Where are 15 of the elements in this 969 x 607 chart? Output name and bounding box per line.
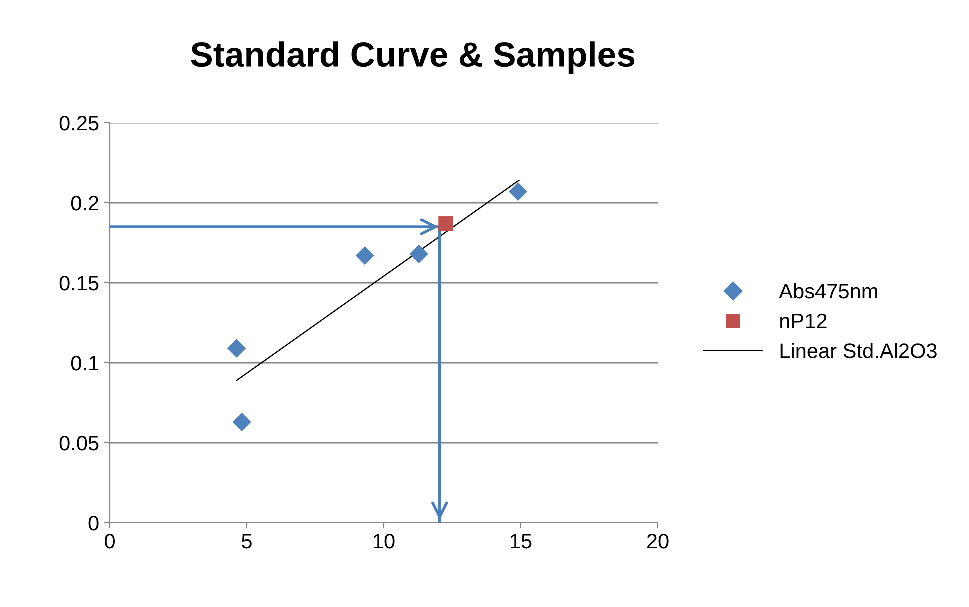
y-tick-label: 0 bbox=[88, 516, 99, 531]
x-tick-label: 10 bbox=[374, 534, 395, 549]
y-tick-label: 0.1 bbox=[71, 356, 99, 371]
y-tick-label: 0.15 bbox=[60, 276, 99, 291]
x-tick-label: 0 bbox=[105, 534, 115, 549]
chart-title: Standard Curve & Samples bbox=[191, 42, 635, 74]
y-tick-label: 0.25 bbox=[60, 116, 99, 131]
x-tick-label: 20 bbox=[647, 534, 669, 549]
legend-label: nP12 bbox=[780, 314, 827, 328]
legend-label: Linear Std.Al2O3 bbox=[780, 343, 937, 358]
legend-label: Abs475nm bbox=[779, 283, 878, 299]
y-tick-label: 0.05 bbox=[60, 436, 99, 451]
y-tick-label: 0.2 bbox=[71, 196, 99, 211]
x-tick-label: 15 bbox=[511, 534, 532, 549]
x-tick-label: 5 bbox=[242, 534, 252, 549]
